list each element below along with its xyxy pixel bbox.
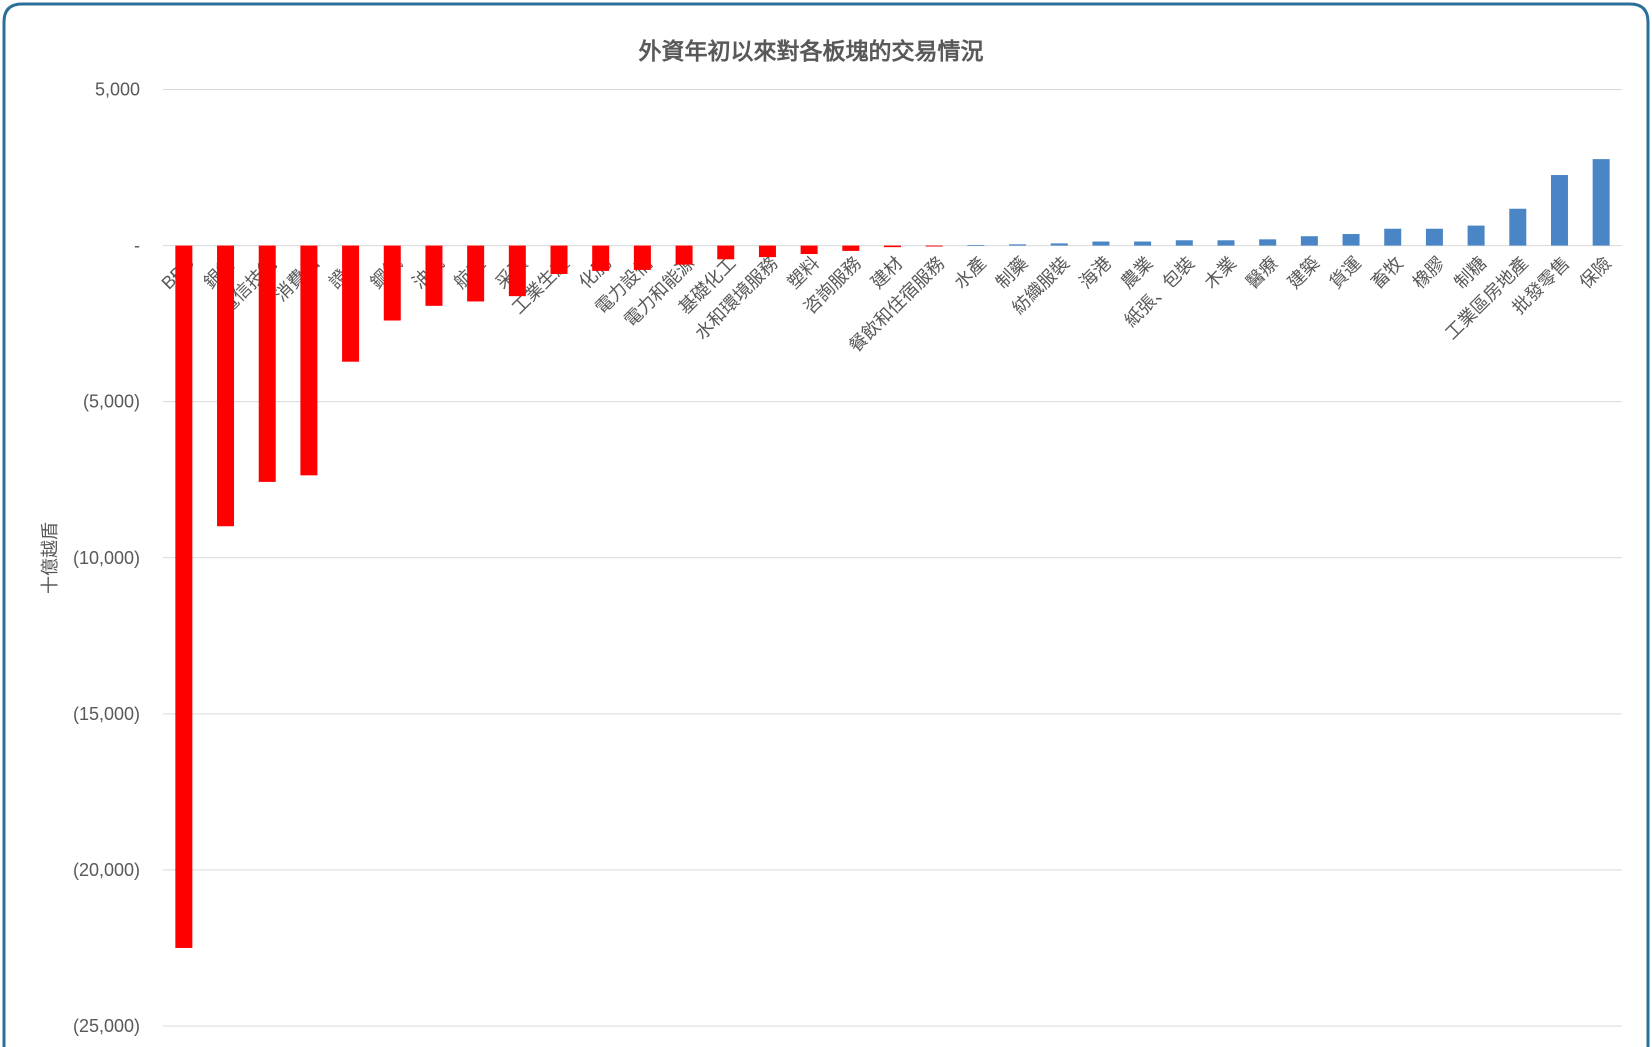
bar [217, 245, 235, 527]
bar [675, 245, 693, 265]
bar [1009, 244, 1027, 246]
bar [1592, 159, 1610, 246]
y-tick-label: (20,000) [73, 860, 140, 880]
bar [1217, 240, 1235, 246]
bar [342, 245, 360, 362]
y-axis-tick-labels: 5,000 - (5,000) (10,000) (15,000) (20,000) (25… [73, 80, 140, 1037]
bar [1550, 175, 1568, 246]
bar [1509, 208, 1527, 246]
y-tick-label: (15,000) [73, 704, 140, 724]
bar [175, 245, 193, 948]
bar [508, 245, 526, 297]
bar [1425, 228, 1443, 246]
bar [1092, 241, 1110, 246]
bar [592, 245, 610, 271]
bar [1300, 236, 1318, 246]
bar [1342, 234, 1360, 246]
bar [300, 245, 318, 476]
bar [425, 245, 443, 306]
bar [633, 245, 651, 270]
bar [467, 245, 485, 302]
bar [1050, 243, 1068, 246]
y-tick-label: (5,000) [83, 392, 140, 412]
bar [383, 245, 401, 321]
bar [717, 245, 735, 260]
bar [1175, 240, 1193, 246]
bar [1467, 225, 1485, 246]
bar [550, 245, 568, 274]
bar [884, 245, 901, 248]
bar [1384, 228, 1402, 246]
bar [758, 245, 776, 258]
y-tick-label: (25,000) [73, 1016, 140, 1036]
bar [842, 245, 860, 251]
y-tick-label: (10,000) [73, 548, 140, 568]
bar [967, 244, 985, 246]
chart-title: 外資年初以來對各板塊的交易情況 [639, 38, 984, 64]
y-axis-label: 十億越盾 [40, 522, 60, 594]
bars [175, 159, 1610, 948]
bar [800, 245, 818, 255]
bar [925, 245, 943, 247]
bar [258, 245, 276, 482]
y-tick-label: 5,000 [95, 80, 140, 100]
y-tick-label: - [134, 236, 140, 256]
bar [1134, 241, 1152, 246]
bar [1259, 239, 1277, 246]
